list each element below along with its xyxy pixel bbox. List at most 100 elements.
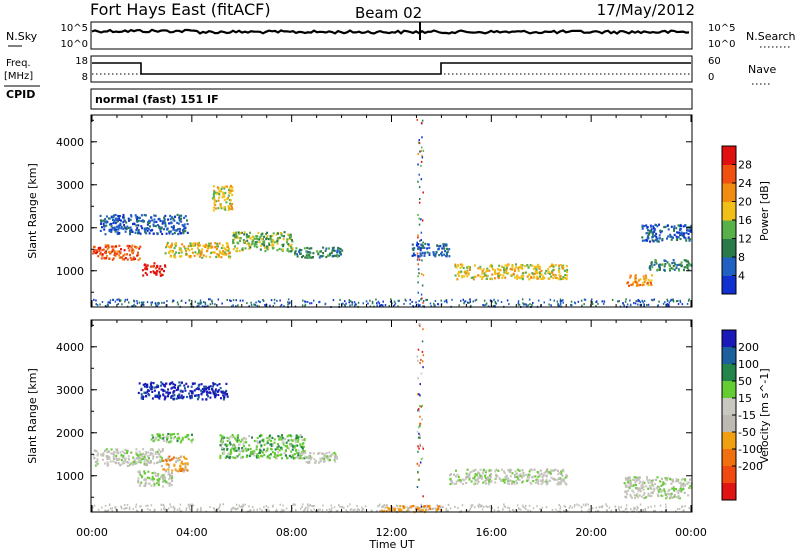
velocity-data-cell xyxy=(234,447,237,450)
power-noise-cell xyxy=(626,303,629,306)
power-noise-cell xyxy=(379,304,381,307)
power-data-cell xyxy=(237,231,240,234)
power-data-cell xyxy=(136,254,139,257)
power-noise-cell xyxy=(637,298,639,301)
power-noise-cell xyxy=(371,302,374,305)
power-data-cell xyxy=(110,245,113,248)
power-data-cell xyxy=(265,233,267,236)
power-data-cell xyxy=(227,246,230,249)
velocity-data-cell xyxy=(558,471,561,474)
velocity-data-cell xyxy=(449,478,452,481)
power-noise-cell xyxy=(184,301,187,304)
velocity-streak-cell xyxy=(419,443,421,446)
velocity-data-cell xyxy=(629,485,632,488)
power-data-cell xyxy=(511,273,514,276)
power-noise-cell xyxy=(287,303,289,306)
power-data-cell xyxy=(243,231,246,234)
power-data-cell xyxy=(671,262,674,265)
velocity-data-cell xyxy=(269,453,272,456)
velocity-data-cell xyxy=(135,448,138,451)
power-data-cell xyxy=(153,221,156,224)
power-noise-cell xyxy=(451,298,453,301)
velocity-data-cell xyxy=(144,382,147,386)
velocity-data-cell xyxy=(156,450,159,453)
velocity-noise-cell xyxy=(396,505,399,507)
velocity-data-cell xyxy=(495,468,498,471)
velocity-noise-cell xyxy=(665,503,667,506)
velocity-data-cell xyxy=(228,437,231,440)
velocity-data-cell xyxy=(291,439,294,442)
power-data-cell xyxy=(224,191,227,195)
power-data-cell xyxy=(322,252,325,255)
velocity-noise-cell xyxy=(486,505,488,508)
power-data-cell xyxy=(554,276,557,279)
velocity-streak-cell xyxy=(418,410,420,413)
velocity-data-cell xyxy=(679,486,682,489)
velocity-data-cell xyxy=(646,476,648,479)
power-data-cell xyxy=(186,247,189,250)
velocity-data-cell xyxy=(566,475,568,478)
velocity-data-cell xyxy=(543,472,546,475)
power-data-cell xyxy=(147,228,150,231)
power-data-cell xyxy=(129,218,132,221)
power-data-cell xyxy=(197,245,200,248)
velocity-data-cell xyxy=(220,397,222,400)
velocity-data-cell xyxy=(473,475,476,478)
velocity-data-cell xyxy=(647,481,650,484)
velocity-data-cell xyxy=(260,434,263,437)
power-data-cell xyxy=(321,255,324,258)
velocity-data-cell xyxy=(549,471,552,474)
velocity-data-cell xyxy=(233,444,236,447)
power-noise-cell xyxy=(349,304,351,307)
velocity-data-cell xyxy=(296,436,299,439)
power-data-cell xyxy=(161,273,164,277)
power-noise-cell xyxy=(237,304,239,307)
power-noise-cell xyxy=(525,303,527,306)
velocity-data-cell xyxy=(624,476,627,480)
power-noise-cell xyxy=(109,299,112,302)
velocity-data-cell xyxy=(558,477,561,480)
power-data-cell xyxy=(517,267,520,270)
power-data-cell xyxy=(250,243,253,246)
velocity-data-cell xyxy=(256,436,259,440)
power-data-cell xyxy=(172,227,175,230)
velocity-data-cell xyxy=(237,434,240,437)
power-noise-cell xyxy=(686,302,689,305)
power-colorbar-tick-label: 24 xyxy=(738,177,752,190)
power-noise-cell xyxy=(617,300,619,303)
power-data-cell xyxy=(198,255,201,258)
power-data-cell xyxy=(120,226,123,229)
power-data-cell xyxy=(499,273,502,276)
velocity-streak-cell xyxy=(417,348,420,351)
velocity-data-cell xyxy=(165,382,167,385)
power-noise-cell xyxy=(393,300,396,303)
velocity-data-cell xyxy=(545,475,548,478)
velocity-noise-cell xyxy=(253,508,255,511)
velocity-data-cell xyxy=(656,493,659,496)
power-data-cell xyxy=(481,270,484,273)
power-data-cell xyxy=(419,252,422,255)
nave-label: Nave xyxy=(748,63,776,76)
power-noise-cell xyxy=(108,301,110,304)
velocity-noise-cell xyxy=(469,508,471,511)
power-data-cell xyxy=(131,251,133,254)
velocity-noise-cell xyxy=(108,504,111,507)
power-noise-cell xyxy=(650,298,653,301)
velocity-data-cell xyxy=(539,479,542,482)
power-noise-cell xyxy=(280,303,283,306)
velocity-noise-cell xyxy=(244,503,246,506)
power-data-cell xyxy=(130,228,133,231)
velocity-data-cell xyxy=(659,488,662,491)
velocity-data-cell xyxy=(268,454,271,457)
power-data-cell xyxy=(536,277,538,280)
velocity-data-cell xyxy=(490,481,493,484)
power-data-cell xyxy=(152,232,155,235)
velocity-data-cell xyxy=(167,432,170,436)
power-data-cell xyxy=(290,245,293,248)
velocity-noise-cell xyxy=(614,505,616,508)
velocity-noise-cell xyxy=(218,505,221,508)
velocity-data-cell xyxy=(468,478,471,481)
velocity-data-cell xyxy=(131,462,134,465)
velocity-data-cell xyxy=(388,509,391,512)
velocity-data-cell xyxy=(237,449,240,452)
